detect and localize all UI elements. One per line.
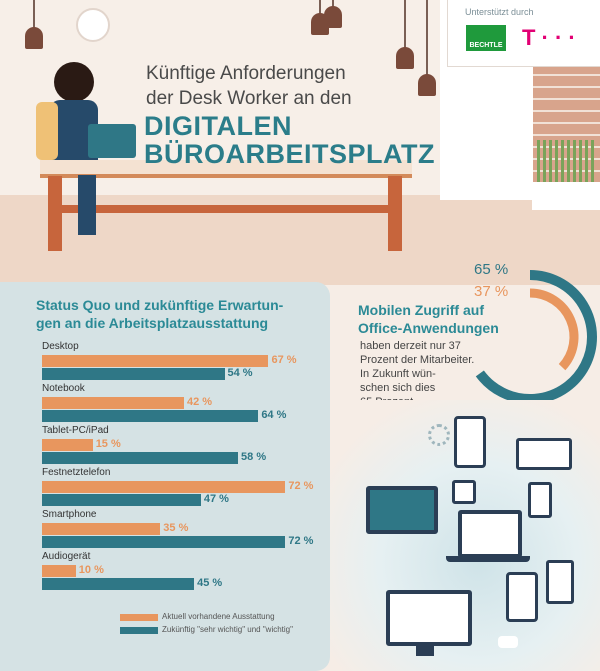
category-label: Tablet-PC/iPad — [42, 425, 109, 436]
mobile-text-line: Prozent der Mitarbeiter. — [360, 354, 475, 366]
category-label: Notebook — [42, 383, 85, 394]
title-highlight-1: DIGITALEN — [144, 111, 292, 141]
lamp-cord — [33, 0, 35, 28]
donut-label-future: 65 % — [474, 261, 509, 278]
mobile-text-line: schen sich dies — [360, 382, 436, 394]
mobile-text-line: haben derzeit nur 37 — [360, 340, 461, 352]
mobile-title-line-2: Office-Anwendungen — [358, 320, 499, 336]
lamp-cord — [319, 0, 321, 14]
devices-illustration — [330, 400, 600, 671]
lamp-icon — [418, 74, 436, 96]
bar-future — [42, 410, 259, 422]
bar-current — [42, 439, 93, 451]
desktop-monitor-icon — [386, 590, 472, 646]
bar-chart: Desktop 67 % 54 % Notebook 42 % 64 % Tablet-PC… — [42, 341, 314, 634]
plant-icon — [537, 140, 597, 185]
bechtle-logo: BECHTLE — [466, 25, 506, 51]
bar-current — [42, 355, 269, 367]
donut-chart — [475, 270, 597, 404]
monitor-stand — [416, 646, 434, 656]
lamp-icon — [25, 27, 43, 49]
bar-current-value-label: 35 % — [163, 522, 189, 534]
video-call-monitor-icon — [366, 486, 438, 534]
category-label: Festnetztelefon — [42, 467, 111, 478]
legend-swatch — [120, 614, 158, 621]
lamp-cord — [332, 0, 334, 8]
bar-future — [42, 536, 286, 548]
smartphone-icon — [454, 416, 486, 468]
bar-current-value-label: 10 % — [78, 564, 104, 576]
category-label: Smartphone — [42, 509, 97, 520]
wifi-display-icon — [516, 438, 572, 470]
mobile-title-line-1: Mobilen Zugriff auf — [358, 302, 484, 318]
bar-future-value-label: 45 % — [197, 577, 223, 589]
bar-future-value-label: 47 % — [203, 493, 229, 505]
donut-arc — [475, 270, 597, 404]
laptop-base — [446, 556, 530, 562]
chat-bubble-icon — [498, 636, 518, 648]
chat-phone-icon — [506, 572, 538, 622]
bar-future-value-label: 58 % — [241, 451, 267, 463]
bar-current-value-label: 15 % — [95, 438, 121, 450]
gear-icon — [428, 424, 450, 446]
title-highlight-2: BÜROARBEITSPLATZ — [144, 139, 435, 169]
person-legs — [78, 175, 96, 235]
title-line-2: der Desk Worker an den — [146, 88, 352, 109]
bar-current — [42, 481, 286, 493]
bar-future — [42, 494, 201, 506]
chart-title-line-1: Status Quo und zukünftige Erwartun- — [36, 297, 284, 313]
category-label: Desktop — [42, 341, 79, 352]
desk-leg — [388, 176, 402, 251]
bar-future-value-label: 72 % — [288, 535, 314, 547]
chart-panel — [0, 282, 330, 671]
title-line-1: Künftige Anforderungen — [146, 63, 346, 84]
mobile-text-line: In Zukunft wün- — [360, 368, 436, 380]
laptop-icon — [458, 510, 522, 558]
bar-current-value-label: 67 % — [271, 354, 297, 366]
bar-future — [42, 452, 239, 464]
chair — [36, 102, 58, 160]
planter — [532, 182, 600, 210]
bar-current — [42, 397, 184, 409]
lamp-icon — [396, 47, 414, 69]
bar-future — [42, 368, 225, 380]
person-icon — [54, 62, 94, 102]
bar-future-value-label: 54 % — [227, 367, 253, 379]
sponsor-label: Unterstützt durch — [465, 7, 534, 17]
legend-label: Zukünftig "sehr wichtig" und "wichtig" — [162, 625, 293, 634]
clock-icon — [76, 8, 110, 42]
desk-top — [40, 160, 412, 178]
bar-current — [42, 565, 76, 577]
phone-call-icon — [528, 482, 552, 518]
lock-phone-icon — [546, 560, 574, 604]
hero-illustration: Unterstützt durch BECHTLE T · · · Künfti… — [0, 0, 600, 285]
lamp-cord — [426, 0, 428, 75]
legend-label: Aktuell vorhandene Ausstattung — [162, 612, 275, 621]
bar-future — [42, 578, 195, 590]
legend-swatch — [120, 627, 158, 634]
category-label: Audiogerät — [42, 551, 91, 562]
bar-current — [42, 523, 161, 535]
bar-current-value-label: 72 % — [288, 480, 314, 492]
bar-future-value-label: 64 % — [261, 409, 287, 421]
desk-leg — [48, 176, 62, 251]
bar-current-value-label: 42 % — [186, 396, 213, 408]
smartwatch-icon — [452, 480, 476, 504]
donut-arc — [529, 288, 579, 371]
donut-label-current: 37 % — [474, 283, 509, 300]
lamp-cord — [404, 0, 406, 48]
desk-crossbar — [62, 205, 388, 213]
lamp-icon — [324, 6, 342, 28]
telekom-logo: T · · · — [522, 25, 576, 50]
chart-title-line-2: gen an die Arbeitsplatzausstattung — [36, 315, 269, 331]
laptop-icon — [88, 124, 136, 158]
